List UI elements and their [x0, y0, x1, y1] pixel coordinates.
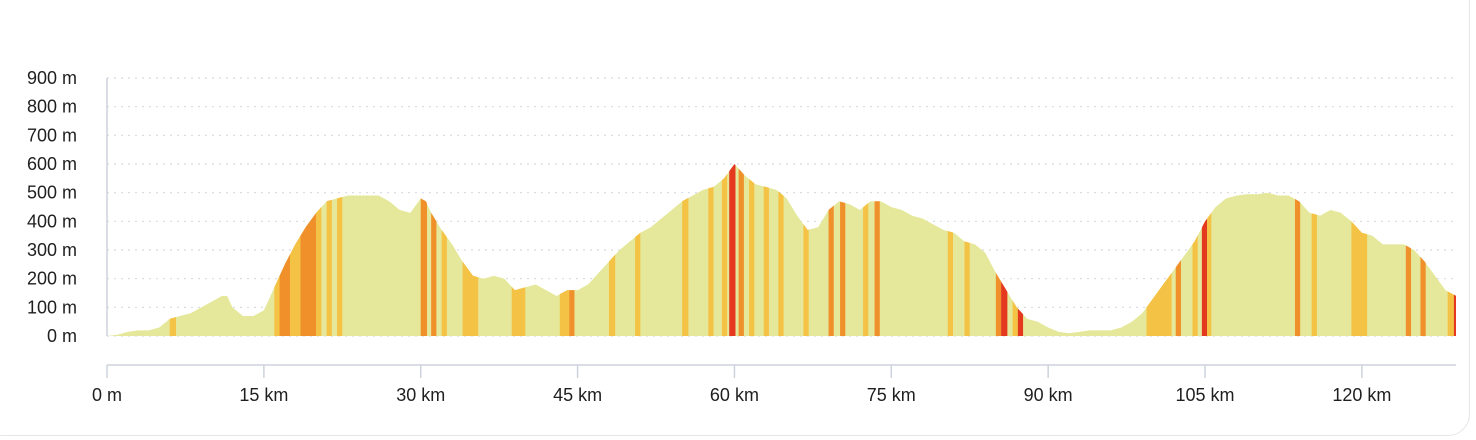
gradient-band-moderate: [337, 164, 343, 336]
gradient-band-steep: [874, 164, 880, 336]
y-tick-label: 700 m: [27, 125, 77, 145]
gradient-band-moderate: [1012, 164, 1018, 336]
gradient-band-moderate: [1192, 164, 1198, 336]
y-tick-label: 600 m: [27, 154, 77, 174]
gradient-band-steep: [279, 164, 291, 336]
gradient-bands: [107, 164, 1456, 336]
gradient-band-very_steep: [1017, 164, 1024, 336]
gradient-band-steep: [995, 164, 1002, 336]
y-tick-label: 900 m: [27, 68, 77, 88]
y-axis-ticks: 0 m 100 m 200 m 300 m 400 m 500 m 600 m 700 m 80…: [27, 68, 77, 346]
gradient-band-moderate: [708, 164, 714, 336]
gradient-band-moderate: [721, 164, 728, 336]
x-tick-label: 105 km: [1176, 385, 1235, 405]
gradient-band-moderate: [608, 164, 616, 336]
gradient-band-steep: [431, 164, 437, 336]
gradient-band-moderate: [749, 164, 755, 336]
x-tick-label: 15 km: [239, 385, 288, 405]
gradient-band-moderate: [441, 164, 447, 336]
y-tick-label: 800 m: [27, 97, 77, 117]
gradient-band-moderate: [1311, 164, 1317, 336]
gradient-band-moderate: [316, 164, 322, 336]
gradient-band-moderate: [290, 164, 301, 336]
gradient-band-moderate: [863, 164, 869, 336]
y-tick-label: 200 m: [27, 269, 77, 289]
gradient-band-steep: [1294, 164, 1301, 336]
gradient-band-steep: [1405, 164, 1412, 336]
gradient-band-very_steep: [1201, 164, 1208, 336]
gradient-band-moderate: [964, 164, 970, 336]
gradient-band-steep: [420, 164, 427, 336]
gradient-band-very_steep: [1453, 164, 1456, 336]
gradient-band-steep: [840, 164, 846, 336]
gradient-band-moderate: [274, 164, 280, 336]
gradient-band-steep: [300, 164, 317, 336]
x-tick-label: 60 km: [710, 385, 759, 405]
gradient-band-moderate: [778, 164, 784, 336]
gradient-band-steep: [1175, 164, 1181, 336]
y-tick-label: 400 m: [27, 211, 77, 231]
x-tick-label: 0 m: [92, 385, 122, 405]
gradient-band-moderate: [803, 164, 809, 336]
gradient-band-steep: [738, 164, 744, 336]
y-tick-label: 500 m: [27, 183, 77, 203]
y-tick-label: 100 m: [27, 297, 77, 317]
x-axis-ticks: 0 m 15 km 30 km 45 km 60 km 75 km 90 km 105 km 1…: [92, 365, 1391, 405]
gradient-band-moderate: [682, 164, 689, 336]
gradient-band-steep: [828, 164, 834, 336]
gradient-band-moderate: [635, 164, 641, 336]
x-tick-label: 30 km: [396, 385, 445, 405]
gradient-band-steep: [569, 164, 575, 336]
gradient-band-steep: [1420, 164, 1426, 336]
gradient-band-very_steep: [729, 164, 736, 336]
x-tick-label: 75 km: [867, 385, 916, 405]
gradient-band-moderate: [326, 164, 332, 336]
x-tick-label: 120 km: [1332, 385, 1391, 405]
axes: [106, 78, 1456, 366]
gradient-band-moderate: [462, 164, 479, 336]
gradient-band-moderate: [169, 164, 177, 336]
gradient-band-moderate: [763, 164, 769, 336]
gradient-band-moderate: [559, 164, 570, 336]
gradient-band-moderate: [1207, 164, 1212, 336]
gradient-band-moderate: [511, 164, 526, 336]
x-tick-label: 90 km: [1024, 385, 1073, 405]
gradient-band-very_steep: [1001, 164, 1008, 336]
x-tick-label: 45 km: [553, 385, 602, 405]
y-tick-label: 0 m: [47, 326, 77, 346]
gradient-band-moderate: [1146, 164, 1172, 336]
gradient-band-moderate: [947, 164, 954, 336]
y-tick-label: 300 m: [27, 240, 77, 260]
gradient-band-moderate: [1351, 164, 1368, 336]
